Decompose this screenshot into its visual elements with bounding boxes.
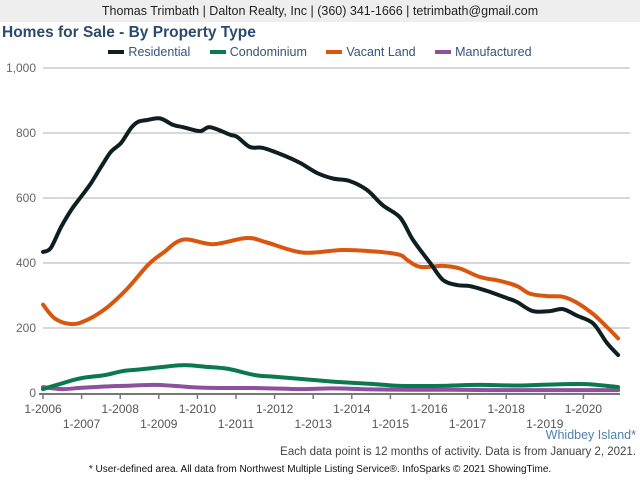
area-label: Whidbey Island* xyxy=(545,428,636,442)
y-tick-label: 200 xyxy=(16,321,36,335)
legend-swatch-manufactured xyxy=(435,49,452,54)
contact-line: Thomas Trimbath | Dalton Realty, Inc | (… xyxy=(101,4,539,18)
x-tick-label: 1-2020 xyxy=(565,402,603,416)
legend-swatch-residential xyxy=(108,49,125,54)
x-tick-label: 1-2015 xyxy=(372,417,410,431)
legend-item-condominium[interactable]: Condominium xyxy=(209,45,307,59)
x-tick-label: 1-2013 xyxy=(295,417,333,431)
series-line-vacant-land xyxy=(41,235,621,341)
x-tick-label: 1-2019 xyxy=(526,417,564,431)
x-tick-label: 1-2012 xyxy=(256,402,294,416)
contact-bar: Thomas Trimbath | Dalton Realty, Inc | (… xyxy=(0,0,640,22)
legend-item-residential[interactable]: Residential xyxy=(108,45,190,59)
gridlines xyxy=(43,67,630,329)
x-tick-label: 1-2011 xyxy=(218,417,255,431)
chart-title: Homes for Sale - By Property Type xyxy=(2,24,256,41)
legend-swatch-condominium xyxy=(209,49,226,54)
y-tick-label: 400 xyxy=(16,256,36,270)
x-tick-label: 1-2006 xyxy=(24,402,62,416)
y-tick-label: 0 xyxy=(29,386,36,400)
x-tick-label: 1-2016 xyxy=(410,402,448,416)
series-line-manufactured xyxy=(41,382,621,393)
x-tick-label: 1-2007 xyxy=(63,417,101,431)
y-axis-ticks: 0 200 400 600 800 1,000 xyxy=(6,61,36,400)
legend: Residential Condominium Vacant Land Manu… xyxy=(0,45,640,59)
legend-swatch-vacant-land xyxy=(326,49,343,54)
footer-disclaimer: * User-defined area. All data from North… xyxy=(88,464,552,475)
legend-item-manufactured[interactable]: Manufactured xyxy=(435,45,532,59)
y-tick-label: 600 xyxy=(16,191,36,205)
x-tick-label: 1-2009 xyxy=(140,417,178,431)
legend-label-residential: Residential xyxy=(128,45,191,59)
x-tick-label: 1-2017 xyxy=(449,417,487,431)
legend-label-condominium: Condominium xyxy=(229,45,307,59)
y-tick-label: 1,000 xyxy=(6,61,36,75)
series-line-condominium xyxy=(41,363,621,392)
legend-label-vacant-land: Vacant Land xyxy=(346,45,416,59)
x-axis: 1-20061-20071-20081-20091-20101-20111-20… xyxy=(24,393,620,431)
legend-label-manufactured: Manufactured xyxy=(455,45,532,59)
series-lines xyxy=(41,116,621,393)
legend-item-vacant-land[interactable]: Vacant Land xyxy=(326,45,416,59)
data-note: Each data point is 12 months of activity… xyxy=(280,446,636,458)
x-tick-label: 1-2018 xyxy=(488,402,526,416)
y-tick-label: 800 xyxy=(16,126,36,140)
x-tick-label: 1-2010 xyxy=(179,402,217,416)
series-line-residential xyxy=(41,116,621,357)
x-tick-label: 1-2008 xyxy=(102,402,140,416)
x-tick-label: 1-2014 xyxy=(333,402,371,416)
